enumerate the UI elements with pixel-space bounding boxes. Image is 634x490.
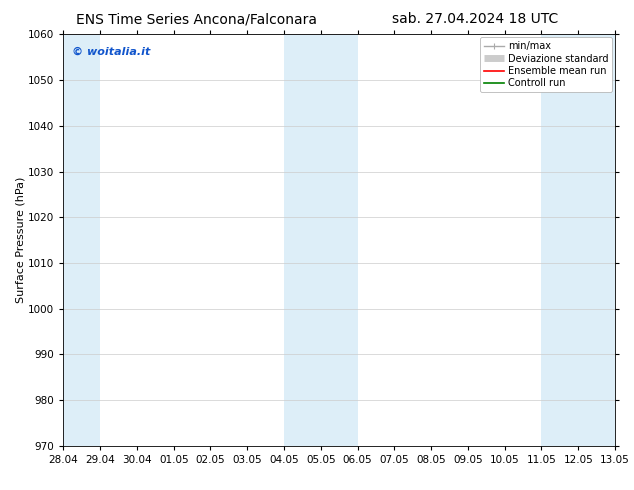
Bar: [284, 34, 358, 446]
Bar: [541, 34, 615, 446]
Bar: [63, 34, 100, 446]
Text: ENS Time Series Ancona/Falconara: ENS Time Series Ancona/Falconara: [76, 12, 317, 26]
Y-axis label: Surface Pressure (hPa): Surface Pressure (hPa): [15, 177, 25, 303]
Legend: min/max, Deviazione standard, Ensemble mean run, Controll run: min/max, Deviazione standard, Ensemble m…: [481, 37, 612, 92]
Text: © woitalia.it: © woitalia.it: [72, 47, 150, 57]
Text: sab. 27.04.2024 18 UTC: sab. 27.04.2024 18 UTC: [392, 12, 558, 26]
